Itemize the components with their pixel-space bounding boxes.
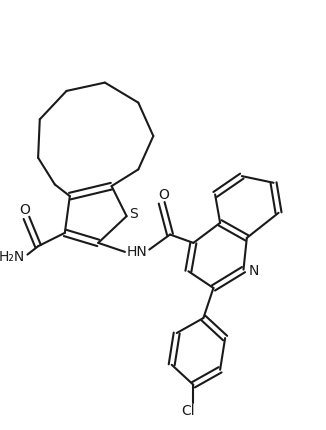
Text: HN: HN bbox=[126, 245, 147, 258]
Text: N: N bbox=[248, 263, 259, 277]
Text: Cl: Cl bbox=[182, 403, 195, 417]
Text: S: S bbox=[129, 206, 138, 220]
Text: O: O bbox=[19, 203, 30, 217]
Text: H₂N: H₂N bbox=[0, 250, 24, 264]
Text: O: O bbox=[158, 188, 169, 202]
